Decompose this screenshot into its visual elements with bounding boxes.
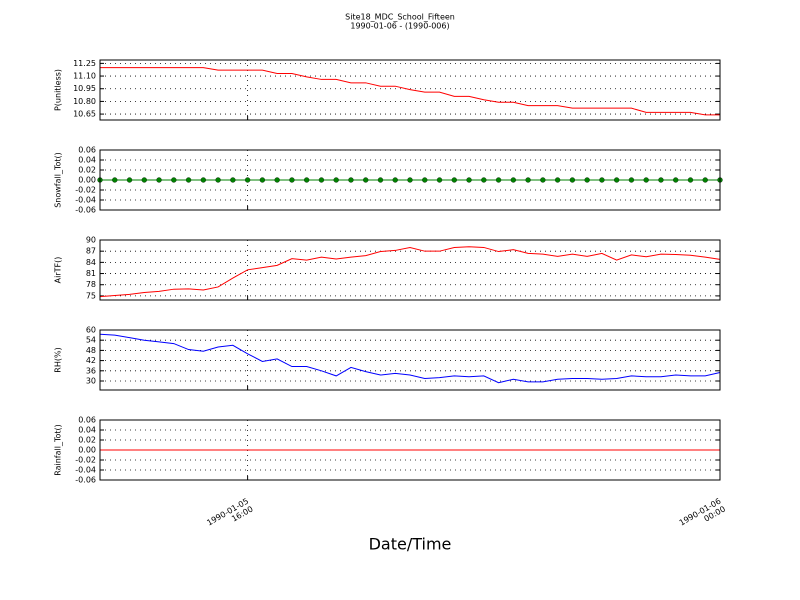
- y-tick-label: 11.25: [73, 59, 96, 68]
- y-axis-label: P(unitless): [54, 69, 63, 111]
- y-tick-label: 0.00: [78, 446, 96, 455]
- y-tick-label: 0.06: [78, 416, 96, 425]
- y-axis-label: Rainfall_Tot(): [54, 424, 63, 476]
- data-point: [687, 177, 694, 183]
- x-axis-label: Date/Time: [369, 535, 452, 554]
- data-point: [658, 177, 664, 183]
- y-tick-label: 78: [86, 280, 96, 289]
- plot-frame: [99, 59, 721, 121]
- data-point: [510, 177, 516, 183]
- y-tick-label: 0.04: [78, 426, 96, 435]
- data-point: [230, 177, 236, 183]
- y-tick-label: 54: [86, 336, 96, 345]
- y-axis-label: Snowfall_Tot(): [54, 152, 63, 208]
- data-line: [99, 333, 721, 384]
- data-point: [200, 177, 206, 183]
- y-tick-label: 87: [86, 247, 96, 256]
- y-tick-label: 81: [86, 269, 96, 278]
- data-point: [141, 177, 147, 183]
- data-point: [495, 177, 502, 183]
- data-point: [392, 177, 398, 183]
- data-point: [126, 177, 133, 183]
- data-point: [554, 177, 561, 183]
- y-tick-label: -0.06: [75, 206, 96, 215]
- y-tick-label: 10.95: [73, 84, 96, 93]
- plot-frame: [99, 239, 721, 301]
- y-tick-label: 10.80: [73, 97, 96, 106]
- y-tick-label: -0.04: [75, 466, 96, 475]
- data-line: [99, 246, 721, 298]
- y-tick-label: 48: [86, 346, 96, 355]
- y-tick-label: 90: [86, 236, 96, 245]
- data-point: [569, 177, 576, 183]
- data-point: [215, 177, 221, 183]
- data-point: [304, 177, 310, 183]
- data-point: [451, 177, 457, 183]
- data-point: [274, 177, 280, 183]
- data-point: [112, 177, 118, 183]
- data-point: [628, 177, 635, 183]
- y-axis-label: RH(%): [54, 347, 63, 372]
- y-tick-label: 0.04: [78, 156, 96, 165]
- data-point: [318, 177, 325, 183]
- y-tick-label: 42: [86, 356, 96, 365]
- data-point: [643, 177, 649, 183]
- y-tick-label: 10.65: [73, 110, 96, 119]
- data-point: [673, 177, 679, 183]
- data-point: [407, 177, 413, 183]
- data-point: [259, 177, 266, 183]
- data-point: [333, 177, 339, 183]
- data-point: [481, 177, 487, 183]
- data-point: [185, 177, 192, 183]
- data-point: [348, 177, 354, 183]
- y-tick-label: 36: [86, 366, 96, 375]
- y-tick-label: 11.10: [73, 72, 96, 81]
- data-point: [436, 177, 443, 183]
- plot-frame: [99, 329, 721, 391]
- data-point: [466, 177, 472, 183]
- y-tick-label: 0.00: [78, 176, 96, 185]
- y-tick-label: 84: [86, 258, 96, 267]
- x-tick-label: 1990-01-0600:00: [677, 496, 726, 535]
- data-point: [540, 177, 546, 183]
- y-tick-label: 60: [86, 326, 96, 335]
- data-point: [244, 177, 251, 183]
- plot-frame: [99, 419, 721, 481]
- y-axis-label: AirTF(): [54, 257, 63, 284]
- y-tick-label: -0.06: [75, 476, 96, 485]
- y-tick-label: -0.02: [75, 456, 96, 465]
- data-point: [614, 177, 620, 183]
- y-tick-label: 30: [86, 376, 96, 385]
- y-tick-label: 0.02: [78, 436, 96, 445]
- data-point: [599, 177, 605, 183]
- data-point: [156, 177, 162, 183]
- data-point: [702, 177, 708, 183]
- x-tick-label: 1990-01-0516:00: [205, 496, 254, 535]
- y-tick-label: -0.02: [75, 186, 96, 195]
- data-point: [363, 177, 369, 183]
- y-tick-label: 0.02: [78, 166, 96, 175]
- data-line: [100, 67, 720, 116]
- y-tick-label: 75: [86, 291, 96, 300]
- chart-subtitle: 1990-01-06 - (1990-006): [350, 22, 449, 31]
- data-point: [377, 177, 384, 183]
- data-point: [525, 177, 531, 183]
- y-tick-label: 0.06: [78, 146, 96, 155]
- data-point: [584, 177, 590, 183]
- y-tick-label: -0.04: [75, 196, 96, 205]
- data-point: [289, 177, 295, 183]
- data-point: [422, 177, 428, 183]
- chart-title: Site18_MDC_School_Fifteen: [345, 13, 455, 22]
- plot-frame: [99, 149, 721, 211]
- data-point: [171, 177, 177, 183]
